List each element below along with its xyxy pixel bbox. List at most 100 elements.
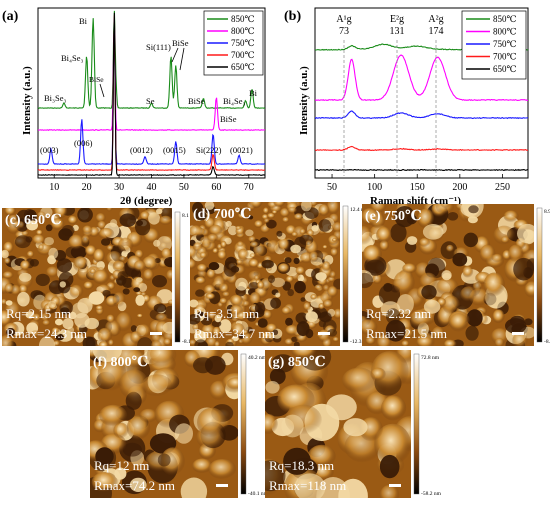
afm-grain bbox=[223, 261, 237, 277]
afm-scale-bottom: -40.1 nm bbox=[248, 491, 269, 497]
panel-b-label: (b) bbox=[284, 9, 301, 24]
peak-label-003: (003) bbox=[40, 145, 59, 155]
afm-grain bbox=[21, 230, 29, 237]
afm-grain bbox=[308, 251, 319, 263]
afm-grain bbox=[261, 259, 274, 269]
xtick-label: 20 bbox=[82, 182, 92, 193]
peak-label-si222: Si(222) bbox=[196, 145, 222, 155]
afm-panel: 8.9 nm -8.4 nm (e) 750℃ Rq=2.32 nm Rmax=21.5… bbox=[362, 204, 550, 346]
afm-grain bbox=[491, 253, 503, 263]
afm-grain bbox=[29, 259, 39, 267]
afm-grain bbox=[332, 222, 340, 233]
afm-grain bbox=[148, 212, 161, 225]
afm-grain bbox=[462, 265, 474, 278]
afm-grain bbox=[167, 299, 172, 306]
afm-grain bbox=[105, 251, 123, 267]
afm-grain bbox=[194, 304, 206, 315]
peak-label-si111: Si(111) bbox=[146, 42, 171, 52]
afm-grain bbox=[524, 318, 533, 326]
afm-grain bbox=[372, 273, 383, 285]
afm-grain bbox=[174, 423, 193, 444]
afm-grain bbox=[82, 336, 96, 346]
afm-grain bbox=[311, 225, 319, 232]
afm-grains bbox=[362, 204, 534, 346]
panel-b: (b) Intensity (a.u.) Raman shift (cm⁻¹) … bbox=[284, 7, 529, 207]
afm-grain bbox=[460, 286, 477, 302]
afm-grain bbox=[293, 257, 300, 265]
afm-grain bbox=[2, 310, 13, 328]
afm-grain bbox=[416, 336, 434, 346]
afm-grain bbox=[197, 407, 227, 438]
afm-grain bbox=[365, 336, 376, 346]
afm-grain bbox=[440, 204, 451, 209]
afm-grain bbox=[331, 238, 338, 242]
afm-grain bbox=[2, 249, 9, 259]
afm-panel: 12.4 nm -12.3 nm (d) 700℃ Rq=3.51 nm Rmax=34… bbox=[190, 202, 371, 346]
afm-grain bbox=[417, 208, 435, 229]
afm-grain bbox=[237, 241, 244, 248]
afm-grain bbox=[214, 341, 221, 346]
afm-grain bbox=[230, 266, 240, 273]
afm-grain bbox=[376, 226, 392, 244]
afm-grain bbox=[155, 313, 169, 323]
afm-grain bbox=[276, 230, 283, 237]
afm-grain bbox=[195, 276, 207, 285]
afm-grain bbox=[143, 269, 154, 282]
afm-grain bbox=[106, 208, 113, 212]
afm-grain bbox=[293, 213, 304, 221]
afm-grain bbox=[26, 220, 38, 231]
afm-grain bbox=[208, 262, 220, 271]
peak-label-bise-top: BiSe bbox=[172, 38, 189, 48]
panel-a-curves bbox=[38, 10, 265, 176]
afm-rmax: Rmax=21.5 nm bbox=[366, 326, 447, 341]
afm-grain bbox=[257, 318, 268, 328]
legend-label: 850℃ bbox=[231, 14, 255, 24]
afm-grain bbox=[238, 208, 245, 215]
afm-grain bbox=[75, 334, 84, 343]
afm-grain bbox=[4, 208, 16, 216]
afm-grain bbox=[326, 394, 357, 421]
afm-grain bbox=[92, 350, 122, 362]
afm-scale-bottom: -58.2 nm bbox=[421, 491, 442, 497]
afm-grain bbox=[494, 337, 505, 346]
afm-grains bbox=[190, 202, 340, 346]
legend-label: 800℃ bbox=[231, 26, 255, 36]
arrow-bise-top-a bbox=[171, 47, 179, 63]
afm-grain bbox=[44, 237, 54, 246]
afm-grain bbox=[291, 231, 298, 237]
afm-grain bbox=[463, 232, 478, 248]
afm-grain bbox=[524, 281, 534, 298]
afm-grain bbox=[390, 223, 407, 243]
afm-grain bbox=[31, 330, 40, 338]
afm-grain bbox=[207, 311, 216, 321]
afm-grain bbox=[330, 247, 339, 257]
afm-grain bbox=[26, 250, 35, 258]
afm-grain bbox=[443, 339, 457, 346]
afm-grain bbox=[442, 295, 460, 315]
afm-grain bbox=[293, 341, 300, 346]
afm-grain bbox=[338, 478, 368, 498]
afm-grain bbox=[253, 275, 260, 281]
afm-rq: Rq=18.3 nm bbox=[269, 458, 334, 473]
afm-grain bbox=[214, 314, 222, 323]
afm-grain bbox=[342, 367, 376, 393]
afm-grain bbox=[362, 319, 378, 336]
raman-series-line bbox=[315, 110, 528, 120]
afm-grain bbox=[159, 215, 172, 226]
afm-grain bbox=[305, 311, 318, 323]
afm-grain bbox=[235, 277, 249, 291]
afm-grain bbox=[197, 311, 204, 317]
afm-grain bbox=[151, 340, 162, 346]
afm-grain bbox=[362, 225, 373, 246]
afm-grain bbox=[362, 272, 373, 289]
afm-grain bbox=[4, 257, 11, 265]
afm-grain bbox=[55, 333, 64, 341]
afm-grain bbox=[91, 471, 118, 493]
afm-scale-bottom: -8.4 nm bbox=[544, 339, 550, 345]
afm-grain bbox=[35, 273, 50, 287]
afm-grain bbox=[140, 211, 150, 221]
xrd-series-line bbox=[38, 10, 265, 109]
afm-grain bbox=[376, 334, 392, 346]
afm-grains bbox=[265, 350, 411, 498]
afm-panels: 8.1 nm-8.1 nm(c) 650℃Rq=2.15 nmRmax=24.3… bbox=[2, 202, 550, 498]
